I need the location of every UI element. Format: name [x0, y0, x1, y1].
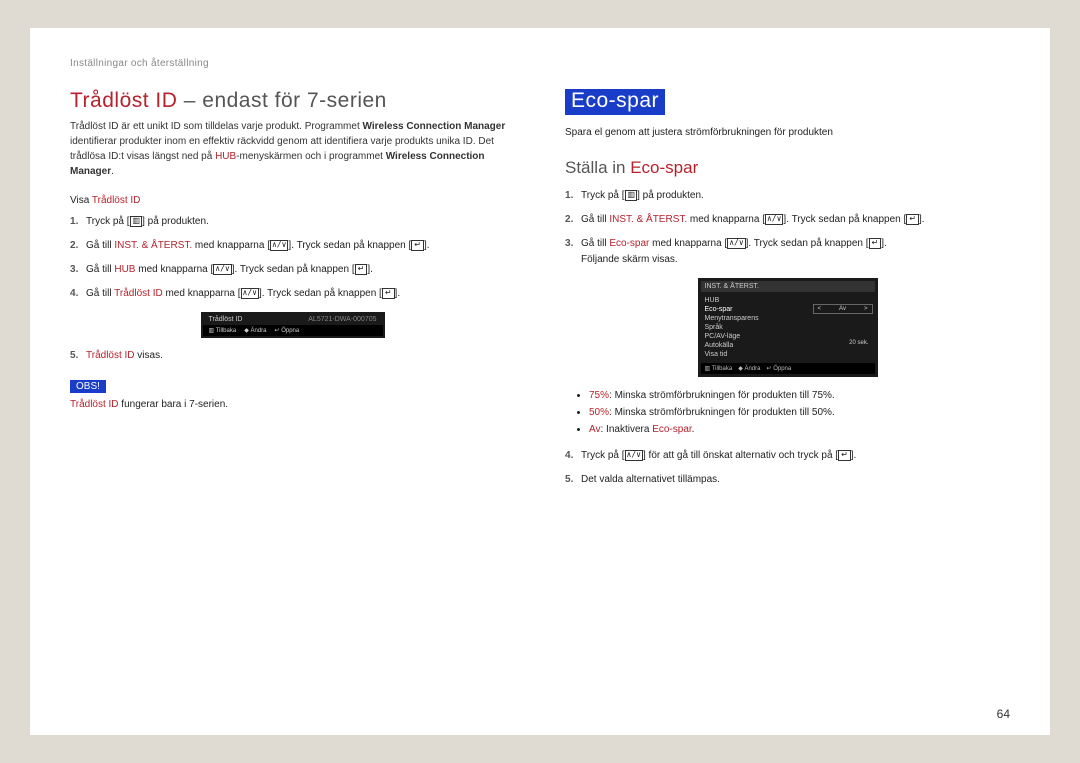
subheading-eco: Ställa in Eco-spar	[565, 158, 1010, 178]
updown-icon: ∧/∨	[625, 450, 643, 461]
enter-icon: ↵	[355, 264, 368, 275]
r-step-1: Tryck på [▥] på produkten.	[565, 188, 1010, 204]
step-2: Gå till INST. & ÅTERST. med knapparna [∧…	[70, 238, 515, 254]
updown-icon: ∧/∨	[765, 214, 783, 225]
manual-page: Inställningar och återställning Trådlöst…	[30, 28, 1050, 735]
r-step-5: Det valda alternativet tillämpas.	[565, 472, 1010, 488]
right-steps-cont: Tryck på [∧/∨] för att gå till önskat al…	[565, 448, 1010, 488]
menu-icon: ▥	[625, 190, 638, 201]
two-column-layout: Trådlöst ID – endast för 7-serien Trådlö…	[70, 89, 1010, 498]
enter-icon: ↵	[906, 214, 919, 225]
r-step-4: Tryck på [∧/∨] för att gå till önskat al…	[565, 448, 1010, 464]
left-steps: Tryck på [▥] på produkten. Gå till INST.…	[70, 214, 515, 302]
enter-icon: ↵	[869, 238, 882, 249]
bullet-75: 75%: Minska strömförbrukningen för produ…	[589, 387, 1010, 404]
left-column: Trådlöst ID – endast för 7-serien Trådlö…	[70, 89, 515, 498]
left-steps-cont: Trådlöst ID visas.	[70, 348, 515, 364]
wireless-id-screenshot: Trådlöst ID AL5721-DWA-000705 ▥ Tillbaka…	[201, 312, 385, 338]
step-3: Gå till HUB med knapparna [∧/∨]. Tryck s…	[70, 262, 515, 278]
step-4: Gå till Trådlöst ID med knapparna [∧/∨].…	[70, 286, 515, 302]
eco-intro: Spara el genom att justera strömförbrukn…	[565, 125, 1010, 140]
enter-icon: ↵	[382, 288, 395, 299]
updown-icon: ∧/∨	[270, 240, 288, 251]
step-5: Trådlöst ID visas.	[70, 348, 515, 364]
note-badge: OBS!	[70, 380, 106, 393]
heading-wireless-id: Trådlöst ID – endast för 7-serien	[70, 89, 515, 113]
r-step-3: Gå till Eco-spar med knapparna [∧/∨]. Tr…	[565, 236, 1010, 268]
eco-bullets: 75%: Minska strömförbrukningen för produ…	[565, 387, 1010, 438]
right-column: Eco-spar Spara el genom att justera strö…	[565, 89, 1010, 498]
intro-text: Trådlöst ID är ett unikt ID som tilldela…	[70, 119, 515, 179]
updown-icon: ∧/∨	[727, 238, 745, 249]
show-wireless-id-label: Visa Trådlöst ID	[70, 195, 515, 206]
enter-icon: ↵	[838, 450, 851, 461]
note-text: Trådlöst ID fungerar bara i 7-serien.	[70, 397, 515, 412]
page-number: 64	[997, 707, 1010, 721]
bullet-50: 50%: Minska strömförbrukningen för produ…	[589, 404, 1010, 421]
updown-icon: ∧/∨	[213, 264, 231, 275]
updown-icon: ∧/∨	[241, 288, 259, 299]
eco-spar-highlight: Eco-spar	[565, 89, 665, 115]
menu-icon: ▥	[130, 216, 143, 227]
right-steps: Tryck på [▥] på produkten. Gå till INST.…	[565, 188, 1010, 268]
eco-screenshot: INST. & ÅTERST. HUB Eco-spar Menytranspa…	[698, 278, 878, 377]
breadcrumb: Inställningar och återställning	[70, 58, 1010, 69]
r-step-2: Gå till INST. & ÅTERST. med knapparna [∧…	[565, 212, 1010, 228]
bullet-off: Av: Inaktivera Eco-spar.	[589, 421, 1010, 438]
enter-icon: ↵	[411, 240, 424, 251]
step-1: Tryck på [▥] på produkten.	[70, 214, 515, 230]
